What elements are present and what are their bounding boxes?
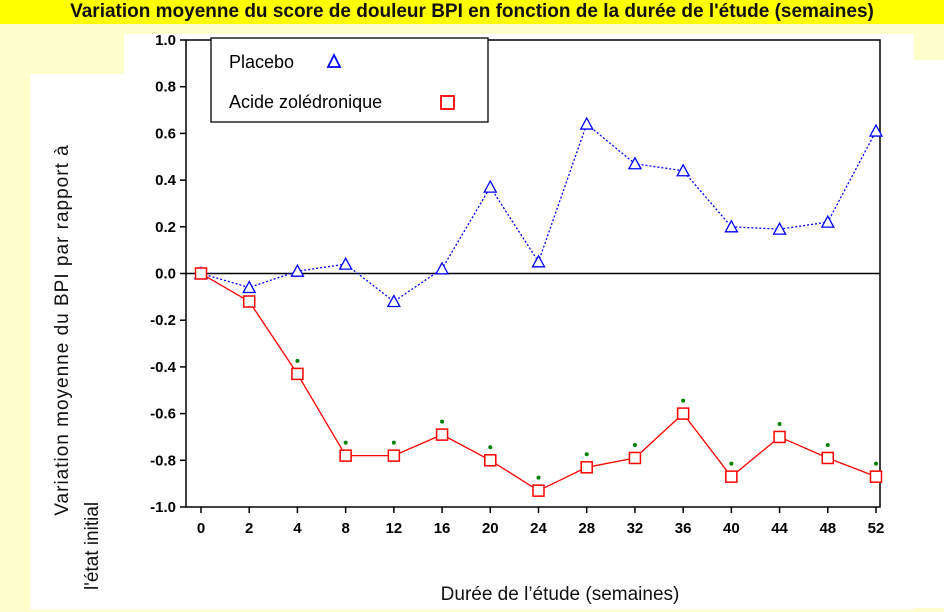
significance-marker [584, 452, 589, 457]
x-tick-label: 28 [578, 520, 595, 537]
data-point-zoledronic [242, 295, 256, 308]
data-point-zoledronic [869, 470, 883, 483]
x-tick-label: 48 [819, 520, 836, 537]
data-point-zoledronic [580, 461, 593, 474]
data-point-placebo [820, 214, 835, 228]
x-tick-label: 24 [530, 520, 547, 537]
y-axis-label: Variation moyenne du BPI par rapport à [52, 144, 73, 516]
y-tick-label: 0.2 [155, 219, 176, 236]
x-tick-label: 36 [675, 520, 692, 537]
x-tick-label: 12 [386, 520, 403, 537]
x-tick-label: 4 [293, 520, 302, 537]
significance-marker [391, 440, 396, 445]
data-point-zoledronic [628, 451, 642, 465]
data-point-placebo [483, 179, 498, 193]
data-point-zoledronic [339, 449, 352, 462]
data-point-zoledronic [676, 407, 690, 420]
significance-marker [825, 442, 830, 447]
y-tick-label: -0.6 [150, 406, 176, 423]
legend-square-icon [440, 95, 455, 110]
data-point-placebo [627, 156, 643, 170]
legend-triangle-icon [326, 52, 342, 68]
x-tick-label: 32 [627, 520, 644, 537]
y-tick-label: -1.0 [150, 499, 176, 516]
y-tick-label: 0.4 [155, 172, 177, 189]
data-point-zoledronic [435, 428, 449, 441]
x-tick-label: 44 [771, 520, 788, 537]
legend-label-zoledronic: Acide zolédronique [229, 92, 382, 112]
data-point-zoledronic [291, 367, 304, 381]
right-panel [914, 60, 944, 608]
x-tick-label: 20 [482, 520, 499, 537]
data-point-placebo [772, 221, 787, 235]
significance-marker [874, 461, 878, 466]
y-tick-label: 1.0 [155, 32, 176, 49]
significance-marker [681, 398, 686, 403]
significance-marker [729, 461, 734, 466]
top-banner: Variation moyenne du score de douleur BP… [0, 0, 944, 24]
x-tick-label: 16 [434, 520, 451, 537]
y-tick-label: -0.4 [150, 359, 177, 376]
data-point-zoledronic [194, 267, 208, 280]
significance-marker [777, 421, 782, 426]
x-tick-label: 52 [868, 520, 885, 537]
significance-marker [536, 475, 541, 480]
data-point-placebo [531, 254, 546, 268]
data-point-placebo [242, 280, 257, 294]
data-point-placebo [386, 294, 401, 308]
y-tick-label: -0.2 [150, 312, 176, 329]
x-axis-label: Durée de l’étude (semaines) [440, 584, 680, 605]
y-tick-label: 0.0 [155, 266, 176, 283]
data-point-zoledronic [484, 454, 497, 467]
data-point-zoledronic [773, 430, 786, 444]
data-point-placebo [434, 261, 450, 275]
significance-marker [440, 419, 445, 424]
banner-text: Variation moyenne du score de douleur BP… [70, 1, 874, 22]
y-tick-label: 0.8 [155, 79, 176, 96]
data-point-placebo [290, 263, 305, 277]
significance-marker [295, 358, 300, 363]
significance-marker [488, 445, 493, 450]
x-tick-label: 2 [245, 520, 253, 537]
data-point-placebo [338, 256, 353, 270]
data-point-zoledronic [532, 484, 545, 497]
x-tick-label: 0 [197, 520, 205, 537]
chart-panel [124, 34, 914, 610]
data-point-placebo [676, 163, 691, 177]
y-tick-label: -0.8 [150, 452, 176, 469]
data-point-placebo [579, 116, 594, 130]
data-point-placebo [868, 123, 884, 137]
significance-marker [632, 442, 637, 447]
data-point-zoledronic [387, 449, 401, 462]
x-tick-label: 40 [723, 520, 740, 537]
y-axis-label-line2: l'état initial [82, 501, 103, 590]
x-tick-label: 8 [341, 520, 349, 537]
ylabel-panel [30, 74, 130, 610]
series-line [200, 272, 877, 492]
data-point-zoledronic [821, 451, 835, 465]
significance-marker [343, 440, 348, 445]
legend-label-placebo: Placebo [229, 52, 294, 72]
data-point-zoledronic [725, 470, 738, 483]
data-point-placebo [724, 219, 739, 233]
y-tick-label: 0.6 [155, 125, 176, 142]
